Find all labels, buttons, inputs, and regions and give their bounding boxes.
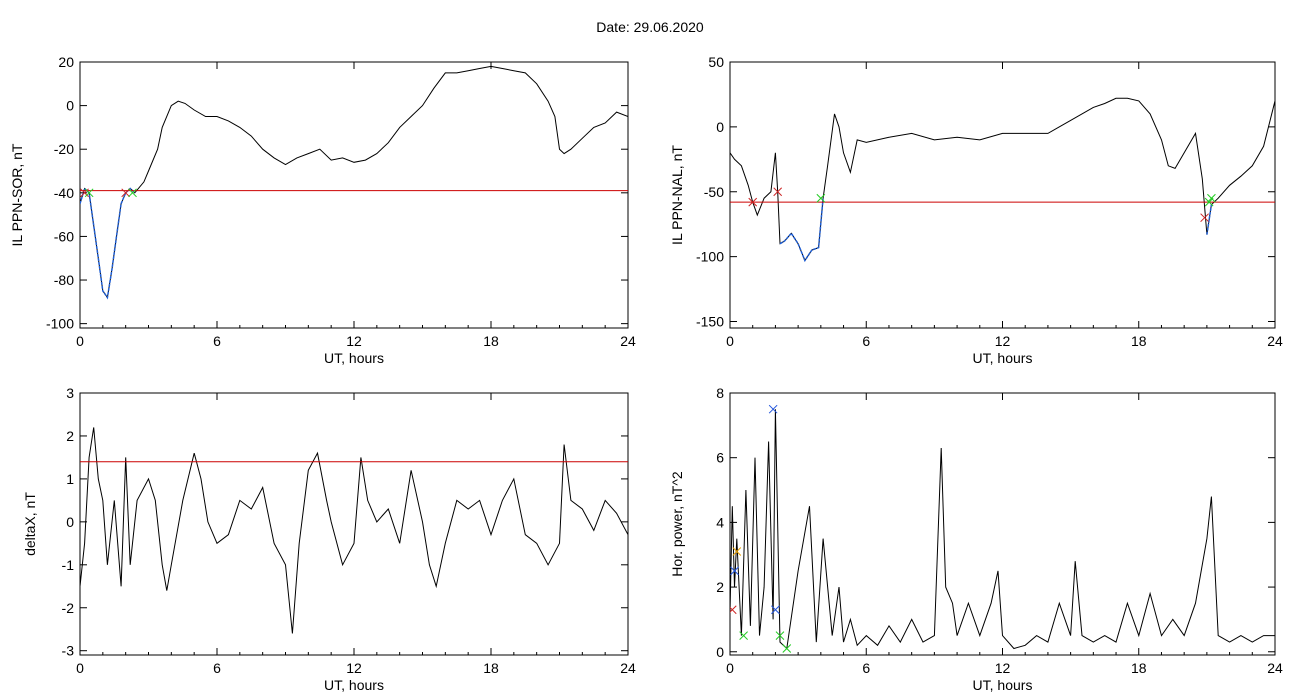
x-tick-label: 18: [483, 660, 499, 676]
plot-area: [730, 97, 1275, 263]
x-tick-label: 6: [213, 333, 221, 349]
y-tick-label: 2: [66, 428, 74, 444]
plot-frame: [79, 392, 629, 656]
marker-end: [775, 631, 785, 640]
x-tick-label: 18: [483, 333, 499, 349]
y-tick-label: 0: [716, 119, 724, 135]
x-tick-label: 0: [726, 660, 734, 676]
series-line: [80, 427, 628, 634]
plot-frame: [729, 61, 1276, 329]
y-tick-label: 2: [716, 579, 724, 595]
marker-start: [1200, 213, 1209, 223]
chart-hor-power: 0 6 12 18 24 8 6 4 2 0 UT, hours Hor. power, nT^2: [669, 385, 1283, 693]
y-axis-label: IL PPN-SOR, nT: [9, 143, 25, 246]
x-tick-label: 18: [1131, 333, 1147, 349]
x-tick-label: 24: [1267, 333, 1283, 349]
y-axis-label: IL PPN-NAL, nT: [669, 145, 685, 245]
y-tick-label: 3: [66, 385, 74, 401]
plot-frame: [79, 61, 629, 329]
marker-end: [739, 631, 748, 640]
marker-start: [121, 188, 131, 198]
plot-frame: [729, 392, 1276, 656]
marker-start: [773, 187, 783, 197]
x-axis-label: UT, hours: [973, 350, 1033, 366]
x-tick-label: 24: [620, 660, 636, 676]
y-tick-label: -2: [62, 600, 75, 616]
plot-area: [80, 65, 628, 300]
x-tick-label: 6: [862, 333, 870, 349]
x-tick-label: 0: [76, 660, 84, 676]
chart-deltax: 0 6 12 18 24 3 2 1 0 -1 -2 -3 UT, hours deltaX, nT: [22, 385, 636, 693]
x-tick-label: 24: [1267, 660, 1283, 676]
series-line: [730, 97, 1275, 262]
marker-peak: [768, 404, 778, 414]
y-axis-label: Hor. power, nT^2: [669, 471, 685, 577]
y-tick-label: -80: [54, 272, 74, 288]
x-axis-label: UT, hours: [324, 677, 384, 693]
y-tick-label: -100: [46, 316, 74, 332]
y-tick-label: -100: [696, 249, 724, 265]
y-tick-label: 0: [66, 98, 74, 114]
marker-alt: [732, 547, 742, 556]
y-tick-label: -50: [704, 184, 724, 200]
y-tick-label: -20: [54, 141, 74, 157]
marker-start: [748, 197, 758, 207]
y-tick-label: -60: [54, 228, 74, 244]
marker-end: [1207, 193, 1216, 203]
series-line: [80, 65, 628, 299]
x-tick-label: 24: [620, 333, 636, 349]
x-tick-label: 12: [995, 333, 1011, 349]
y-tick-label: 20: [58, 54, 74, 70]
y-tick-label: 0: [716, 644, 724, 660]
y-tick-label: 50: [708, 54, 724, 70]
x-axis-label: UT, hours: [324, 350, 384, 366]
y-axis-label: deltaX, nT: [22, 492, 38, 556]
y-tick-label: 1: [66, 471, 74, 487]
y-tick-label: -3: [62, 643, 75, 659]
marker-peak: [771, 605, 780, 615]
marker-start: [730, 605, 737, 615]
marker-end: [1204, 197, 1214, 207]
y-tick-label: 6: [716, 450, 724, 466]
marker-end: [84, 188, 94, 198]
date-label: Date: 29.06.2020: [596, 19, 704, 35]
x-tick-label: 12: [346, 660, 362, 676]
marker-end: [128, 188, 137, 198]
series-line: [730, 409, 1275, 650]
highlight-segment: [1206, 204, 1213, 235]
x-tick-label: 6: [213, 660, 221, 676]
chart-il-nal: 0 6 12 18 24 50 0 -50 -100 -150 UT, hours IL PPN-NA…: [669, 54, 1283, 366]
y-tick-label: -150: [696, 314, 724, 330]
x-tick-label: 18: [1131, 660, 1147, 676]
chart-il-sor: 0 6 12 18 24 20 0 -20 -40 -60 -80 -100 UT, hours IL P…: [9, 54, 636, 366]
marker-start: [80, 188, 89, 198]
x-tick-label: 6: [862, 660, 870, 676]
x-tick-label: 0: [726, 333, 734, 349]
plot-area: [730, 404, 1275, 653]
x-tick-label: 12: [346, 333, 362, 349]
x-axis-label: UT, hours: [973, 677, 1033, 693]
marker-peak: [730, 566, 739, 576]
x-tick-label: 0: [76, 333, 84, 349]
marker-end: [816, 193, 826, 203]
highlight-segment: [80, 187, 136, 300]
marker-end: [782, 644, 792, 653]
plot-area: [80, 427, 628, 634]
y-tick-label: -1: [62, 557, 75, 573]
y-tick-label: 0: [66, 514, 74, 530]
y-tick-label: -40: [54, 185, 74, 201]
highlight-segment: [779, 198, 824, 263]
y-tick-label: 8: [716, 385, 724, 401]
x-tick-label: 12: [995, 660, 1011, 676]
y-tick-label: 4: [716, 514, 724, 530]
